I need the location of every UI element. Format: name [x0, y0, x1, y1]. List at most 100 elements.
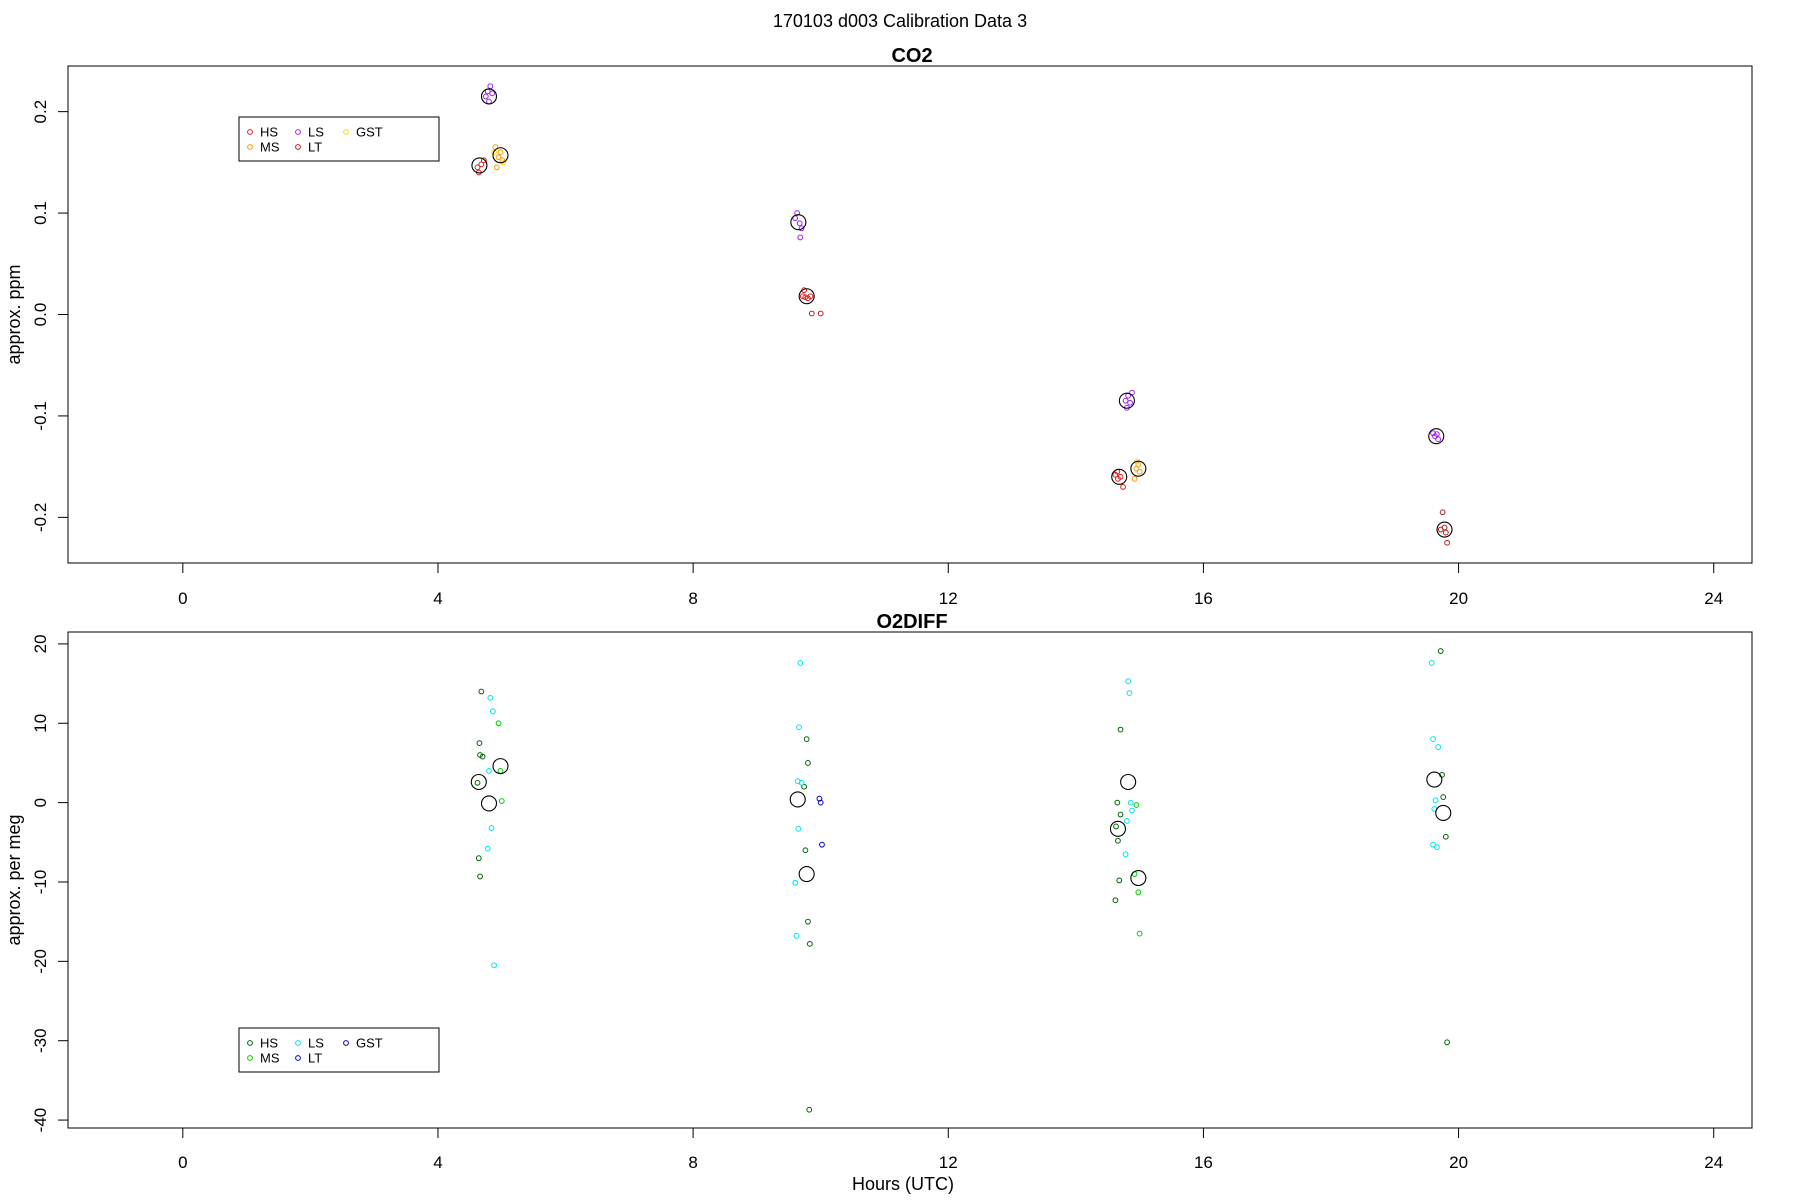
mean-point: [1426, 771, 1443, 788]
point-ms: [497, 149, 504, 156]
legend-label: GST: [356, 1036, 383, 1051]
point-ls: [1435, 744, 1442, 750]
legend-box: [238, 116, 440, 162]
point-lt: [817, 799, 824, 806]
point-ms: [495, 720, 502, 727]
point-ls: [488, 825, 495, 831]
legend-label: MS: [260, 140, 280, 155]
legend-label: HS: [260, 125, 278, 140]
legend-marker: [247, 1040, 253, 1046]
point-lt: [1442, 529, 1449, 536]
point-hs: [807, 293, 814, 300]
legend-label: LS: [308, 125, 324, 140]
point-hs: [806, 1106, 813, 1113]
x-axis-label: Hours (UTC): [852, 1174, 954, 1194]
point-ls: [491, 962, 498, 969]
point-hs: [478, 161, 485, 168]
point-hs: [806, 940, 813, 947]
point-ms: [498, 798, 505, 804]
mean-point: [470, 773, 487, 791]
point-hs: [805, 760, 811, 766]
point-hs: [1444, 1039, 1450, 1046]
mean-point: [798, 865, 815, 883]
point-ms: [493, 164, 500, 171]
point-hs: [1117, 811, 1124, 818]
x-tick-label: 20: [1449, 589, 1468, 608]
x-tick-label: 8: [688, 1153, 697, 1172]
legend-label: LT: [308, 1051, 322, 1066]
point-ls: [797, 234, 804, 241]
point-ms: [497, 767, 504, 774]
point-hs: [1442, 833, 1449, 840]
x-tick-label: 12: [939, 1153, 958, 1172]
point-ms: [1135, 889, 1142, 896]
point-ms: [1131, 475, 1138, 482]
x-tick-label: 24: [1704, 1153, 1723, 1172]
legend-label: LT: [308, 140, 322, 155]
point-hs: [477, 873, 483, 880]
legend-marker: [295, 1040, 301, 1046]
point-ls: [486, 767, 492, 774]
mean-point: [1130, 460, 1147, 477]
o2diff-panel: O2DIFF approx. per meg 0 4 8 12 16 20 24 -40 -30 -2…: [4, 611, 1753, 1172]
mean-point: [471, 157, 488, 174]
legend-marker: [343, 129, 349, 135]
legend-label: LS: [308, 1036, 324, 1051]
point-hs: [801, 783, 808, 790]
x-tick-label: 8: [688, 589, 697, 608]
legend-marker: [247, 144, 253, 150]
y-tick-label: -0.1: [31, 401, 50, 430]
mean-point: [1111, 468, 1128, 485]
point-ls: [793, 933, 800, 939]
point-ls: [484, 845, 491, 852]
point-ls: [1433, 431, 1440, 438]
point-ls: [798, 225, 805, 232]
point-ms: [1133, 802, 1140, 808]
x-tick-label: 16: [1194, 1153, 1213, 1172]
point-ls: [487, 83, 494, 90]
legend-marker: [295, 129, 301, 135]
mean-point: [480, 795, 498, 812]
point-hs: [474, 779, 481, 786]
point-hs: [1116, 877, 1123, 884]
point-hs: [799, 293, 806, 300]
point-lt: [817, 310, 824, 317]
point-ls: [792, 879, 799, 886]
point-ls: [1122, 851, 1129, 858]
point-ls: [1123, 817, 1130, 824]
point-lt: [1439, 509, 1446, 516]
point-lt: [1444, 539, 1450, 546]
data-points: [470, 648, 1452, 1113]
point-ls: [1127, 399, 1133, 406]
point-lt: [1437, 526, 1444, 533]
x-tick-label: 4: [433, 589, 442, 608]
point-hs: [476, 740, 483, 747]
point-hs: [803, 736, 810, 743]
y-tick-label: 0.0: [31, 303, 50, 327]
legend-label: HS: [260, 1036, 278, 1051]
point-ls: [489, 90, 496, 97]
point-hs: [805, 918, 811, 925]
mean-point: [790, 214, 807, 231]
point-ls: [1126, 690, 1133, 697]
point-ls: [1435, 436, 1442, 443]
point-ls: [798, 779, 805, 786]
x-tick-label: 16: [1194, 589, 1213, 608]
point-ms: [495, 154, 502, 161]
legend-marker: [343, 1040, 349, 1046]
point-hs: [1437, 648, 1444, 654]
y-tick-label: 0: [31, 798, 50, 807]
point-ms: [1136, 930, 1143, 937]
point-lt: [808, 310, 815, 317]
point-ls: [797, 660, 804, 666]
point-hs: [1440, 794, 1447, 800]
figure-main-title: 170103 d003 Calibration Data 3: [773, 11, 1027, 31]
point-hs: [1113, 823, 1119, 830]
x-tick-label: 24: [1704, 589, 1723, 608]
point-ls: [1428, 660, 1435, 666]
point-ls: [1430, 736, 1436, 743]
y-tick-label: -30: [31, 1028, 50, 1053]
mean-point: [789, 791, 806, 808]
mean-point: [1109, 820, 1126, 837]
